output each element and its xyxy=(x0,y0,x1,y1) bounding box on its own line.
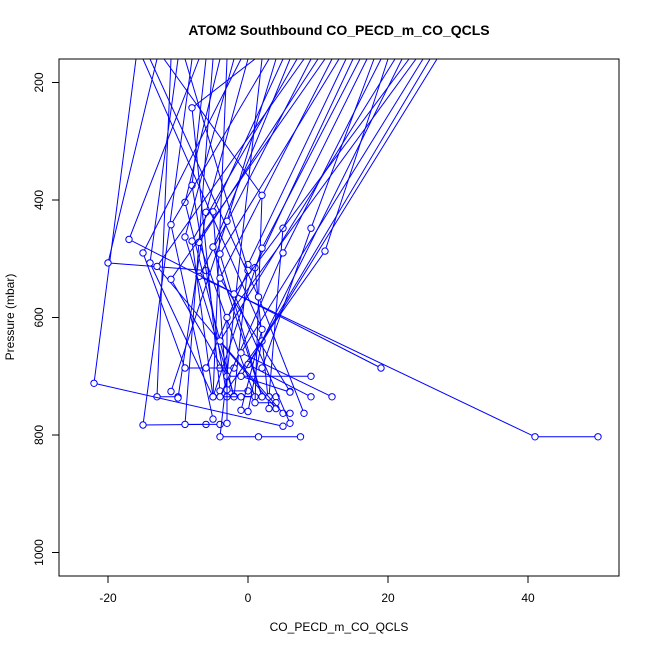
y-tick-label: 1000 xyxy=(32,539,46,566)
x-tick-label: -20 xyxy=(99,591,117,605)
profile-series xyxy=(174,59,249,402)
data-point xyxy=(90,379,98,387)
x-axis-label: CO_PECD_m_CO_QCLS xyxy=(270,620,409,634)
data-point xyxy=(139,421,147,429)
data-point xyxy=(216,433,224,441)
profile-series xyxy=(167,59,277,396)
profile-series xyxy=(216,59,382,401)
data-point xyxy=(181,233,189,241)
y-axis-label: Pressure (mbar) xyxy=(3,274,17,361)
y-tick-label: 800 xyxy=(32,425,46,445)
profile-series xyxy=(167,59,326,380)
data-point xyxy=(279,249,287,257)
data-point xyxy=(254,293,263,301)
profile-series xyxy=(125,59,385,372)
profile-line xyxy=(191,59,256,392)
y-tick-label: 600 xyxy=(32,307,46,327)
data-point xyxy=(237,349,245,357)
profile-series xyxy=(195,59,602,441)
data-point xyxy=(174,394,182,402)
data-point xyxy=(230,290,238,298)
data-point xyxy=(181,364,189,372)
data-point xyxy=(125,235,133,244)
data-point xyxy=(209,393,217,401)
data-point xyxy=(307,224,315,232)
profile-series xyxy=(153,59,305,413)
data-point xyxy=(237,393,245,401)
data-point xyxy=(531,433,539,441)
data-point xyxy=(188,237,196,245)
data-point xyxy=(286,409,294,417)
profile-series xyxy=(223,59,417,427)
data-point xyxy=(321,247,329,255)
data-point xyxy=(167,387,175,396)
data-point xyxy=(286,419,294,427)
data-point xyxy=(223,313,231,322)
data-point xyxy=(237,406,245,414)
profile-series xyxy=(90,59,287,430)
data-point xyxy=(594,433,602,441)
data-point xyxy=(216,337,224,345)
x-tick-label: 40 xyxy=(521,591,535,605)
data-point xyxy=(300,409,308,417)
data-point xyxy=(307,372,315,380)
x-axis: -20 0 20 40 xyxy=(99,575,535,605)
data-point xyxy=(265,404,273,413)
data-point xyxy=(202,364,210,372)
data-point xyxy=(216,420,224,429)
data-point xyxy=(223,419,231,427)
data-point xyxy=(254,433,263,441)
profile-series xyxy=(209,59,361,401)
x-tick-label: 20 xyxy=(381,591,395,605)
data-point xyxy=(258,325,266,333)
profile-line xyxy=(184,59,263,398)
y-tick-label: 400 xyxy=(32,190,46,210)
data-point xyxy=(209,415,217,423)
y-axis: 200 400 600 800 1000 xyxy=(32,72,60,566)
data-point xyxy=(237,372,245,380)
data-point xyxy=(258,244,266,252)
profile-series xyxy=(237,59,424,401)
data-point xyxy=(307,393,315,401)
data-point xyxy=(167,275,175,283)
data-point xyxy=(296,433,305,441)
profile-series xyxy=(167,59,270,423)
profile-line xyxy=(198,59,598,438)
data-point xyxy=(251,399,259,407)
data-point xyxy=(167,221,175,229)
profile-line xyxy=(170,59,326,377)
data-point xyxy=(216,274,224,282)
data-point xyxy=(188,104,196,112)
y-tick-label: 200 xyxy=(32,72,46,92)
data-point xyxy=(286,388,294,396)
data-point xyxy=(216,250,224,258)
data-point xyxy=(328,393,336,401)
profile-line xyxy=(219,59,382,398)
data-point xyxy=(377,364,385,372)
series-layer xyxy=(90,59,602,441)
profile-series xyxy=(142,59,266,414)
profile-series xyxy=(149,59,308,417)
data-point xyxy=(153,262,161,271)
data-point xyxy=(244,407,252,416)
data-point xyxy=(139,249,147,257)
data-point xyxy=(279,422,287,430)
x-tick-label: 0 xyxy=(245,591,252,605)
profile-series xyxy=(237,59,438,396)
data-point xyxy=(181,420,189,429)
profile-series xyxy=(230,59,410,427)
data-point xyxy=(216,393,224,401)
data-point xyxy=(104,259,112,267)
data-point xyxy=(258,393,266,401)
chart-title: ATOM2 Southbound CO_PECD_m_CO_QCLS xyxy=(188,22,489,38)
data-point xyxy=(209,243,217,251)
data-point xyxy=(258,191,266,200)
